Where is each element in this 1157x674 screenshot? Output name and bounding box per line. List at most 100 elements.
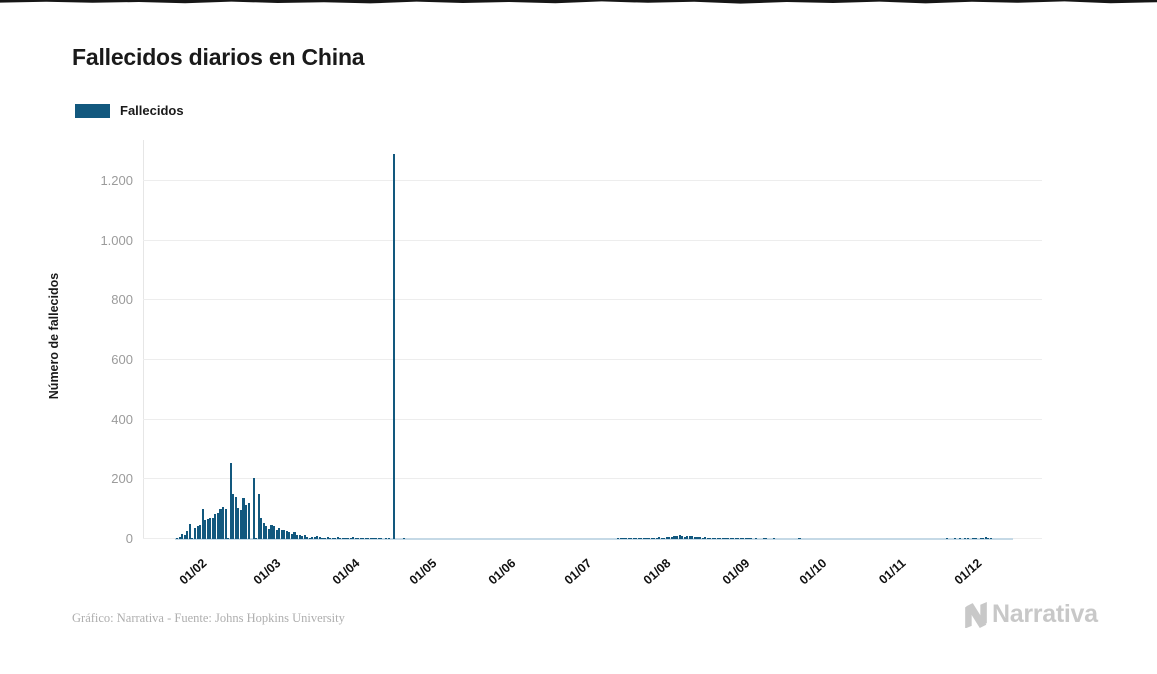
bar[interactable] (222, 507, 225, 539)
bar[interactable] (670, 536, 673, 539)
bar[interactable] (349, 538, 352, 539)
bar[interactable] (257, 494, 260, 539)
bar[interactable] (645, 537, 648, 539)
bar[interactable] (186, 531, 189, 539)
bar[interactable] (676, 536, 679, 539)
bar[interactable] (739, 538, 742, 539)
bar[interactable] (706, 537, 709, 539)
bar[interactable] (336, 537, 339, 539)
bar[interactable] (660, 537, 663, 539)
bar[interactable] (974, 538, 977, 539)
bar[interactable] (273, 526, 276, 539)
bar[interactable] (966, 538, 969, 539)
bar[interactable] (732, 538, 735, 539)
bar[interactable] (984, 537, 987, 539)
bar[interactable] (632, 538, 635, 539)
bar[interactable] (709, 537, 712, 539)
bar[interactable] (214, 513, 217, 539)
bar[interactable] (265, 525, 268, 539)
bar[interactable] (201, 508, 204, 539)
bar[interactable] (714, 537, 717, 539)
bar[interactable] (295, 534, 299, 539)
bar[interactable] (693, 536, 696, 539)
bar[interactable] (762, 538, 765, 539)
bar[interactable] (372, 538, 375, 539)
bar[interactable] (311, 536, 314, 539)
bar[interactable] (964, 538, 967, 539)
bar[interactable] (946, 538, 949, 539)
bar[interactable] (255, 538, 258, 539)
bar[interactable] (954, 538, 957, 539)
bar[interactable] (181, 534, 184, 539)
bar[interactable] (642, 537, 645, 539)
bar[interactable] (798, 538, 801, 539)
bar[interactable] (321, 537, 324, 539)
legend[interactable]: Fallecidos (75, 103, 184, 118)
bar[interactable] (288, 532, 291, 539)
bar[interactable] (234, 496, 237, 539)
bar[interactable] (772, 538, 776, 539)
bar[interactable] (176, 538, 179, 539)
bar[interactable] (635, 538, 638, 539)
bar[interactable] (691, 536, 694, 539)
bar[interactable] (193, 527, 197, 539)
bar[interactable] (711, 538, 714, 539)
bar[interactable] (209, 517, 212, 539)
bar[interactable] (375, 538, 378, 539)
bar[interactable] (318, 536, 322, 539)
bar[interactable] (653, 537, 656, 539)
bar[interactable] (247, 502, 250, 539)
bar[interactable] (227, 537, 230, 539)
bar[interactable] (283, 530, 286, 539)
bar[interactable] (640, 538, 643, 539)
bar[interactable] (306, 536, 309, 539)
bar[interactable] (178, 536, 181, 539)
bar[interactable] (324, 537, 327, 539)
bar[interactable] (658, 537, 661, 539)
bar[interactable] (982, 538, 985, 539)
bar[interactable] (316, 536, 319, 539)
bar[interactable] (303, 535, 306, 539)
bar[interactable] (267, 528, 271, 539)
bar[interactable] (280, 529, 283, 539)
bar[interactable] (655, 537, 658, 539)
bar[interactable] (199, 525, 202, 539)
bar[interactable] (204, 519, 207, 539)
bar[interactable] (285, 530, 288, 539)
bar[interactable] (719, 538, 722, 539)
bar[interactable] (385, 538, 388, 539)
bar[interactable] (663, 537, 666, 539)
bar[interactable] (989, 538, 992, 539)
bar[interactable] (392, 153, 395, 539)
bar[interactable] (749, 538, 753, 539)
bar[interactable] (681, 536, 684, 539)
bar[interactable] (242, 497, 245, 539)
bar[interactable] (352, 537, 355, 539)
bar[interactable] (678, 535, 681, 539)
bar[interactable] (196, 526, 199, 539)
bar[interactable] (979, 538, 982, 539)
bar[interactable] (298, 535, 301, 539)
bar[interactable] (239, 509, 242, 539)
bar[interactable] (362, 538, 365, 539)
bar[interactable] (290, 533, 293, 539)
bar[interactable] (747, 538, 750, 539)
bar[interactable] (665, 537, 668, 539)
bar[interactable] (262, 523, 265, 539)
bar[interactable] (308, 538, 311, 539)
bar[interactable] (637, 538, 640, 539)
bar[interactable] (219, 509, 222, 539)
bar[interactable] (380, 538, 383, 539)
bar[interactable] (326, 537, 329, 539)
bar[interactable] (367, 538, 370, 539)
bar[interactable] (625, 538, 628, 539)
bar[interactable] (301, 535, 304, 539)
bar[interactable] (377, 538, 380, 539)
bar[interactable] (293, 532, 296, 539)
bar[interactable] (650, 538, 653, 539)
bar[interactable] (334, 537, 337, 539)
bar[interactable] (755, 538, 758, 539)
bar[interactable] (744, 538, 747, 539)
bar[interactable] (627, 538, 630, 539)
bar[interactable] (724, 538, 727, 539)
